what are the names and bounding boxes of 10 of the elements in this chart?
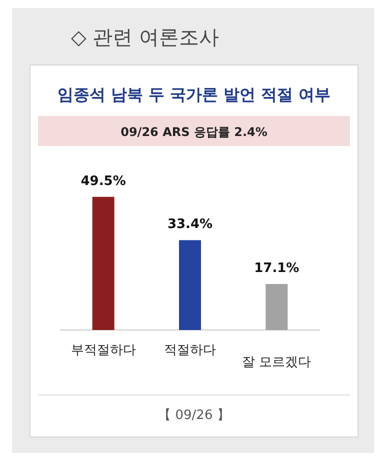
chart-subtitle: 09/26 ARS 응답률 2.4% — [120, 125, 268, 139]
data-label: 33.4% — [167, 217, 213, 232]
x-tick-label: 부적절하다 — [70, 343, 136, 358]
text: 【 09/26 】 — [158, 408, 230, 423]
chart-title: 임종석 남북 두 국가론 발언 적절 여부 — [57, 85, 331, 104]
data-label: 17.1% — [254, 261, 300, 276]
x-tick-label: 적절하다 — [164, 343, 216, 358]
x-tick-label: 잘 모르겠다 — [242, 355, 312, 370]
text: ◇ 관련 여론조사 — [70, 25, 220, 49]
data-label: 49.5% — [80, 174, 126, 189]
